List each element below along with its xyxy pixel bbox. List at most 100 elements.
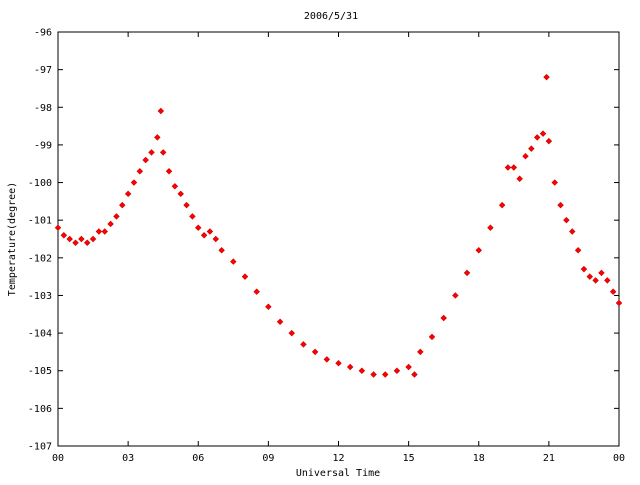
data-point bbox=[189, 213, 196, 220]
chart-title: 2006/5/31 bbox=[304, 11, 358, 22]
data-point bbox=[498, 201, 506, 209]
data-point bbox=[551, 179, 558, 186]
data-point bbox=[510, 164, 518, 171]
data-point bbox=[533, 134, 541, 141]
data-point bbox=[183, 201, 190, 209]
data-point bbox=[609, 288, 617, 295]
data-point bbox=[200, 232, 208, 239]
data-point bbox=[504, 164, 512, 171]
data-point bbox=[311, 348, 319, 356]
data-point bbox=[60, 232, 68, 239]
y-tick-label: -103 bbox=[28, 291, 52, 302]
y-tick-label: -98 bbox=[34, 103, 52, 114]
x-tick-label: 09 bbox=[262, 453, 274, 464]
x-tick-label: 12 bbox=[332, 453, 344, 464]
data-point bbox=[463, 269, 471, 277]
data-point bbox=[487, 224, 494, 231]
x-axis-label: Universal Time bbox=[296, 468, 380, 479]
data-point bbox=[604, 277, 611, 284]
data-point bbox=[66, 235, 73, 243]
data-point bbox=[522, 152, 529, 160]
data-point bbox=[154, 134, 161, 141]
data-point bbox=[516, 175, 523, 183]
data-point bbox=[159, 149, 167, 156]
data-point bbox=[165, 168, 173, 175]
x-tick-label: 03 bbox=[122, 453, 134, 464]
data-point bbox=[323, 356, 331, 363]
data-point bbox=[370, 371, 377, 378]
data-point bbox=[563, 216, 570, 224]
data-point bbox=[592, 277, 599, 284]
data-point bbox=[95, 228, 103, 235]
y-tick-label: -100 bbox=[28, 178, 52, 189]
data-point bbox=[580, 265, 588, 273]
data-point bbox=[539, 130, 547, 137]
data-point bbox=[411, 371, 418, 378]
data-point bbox=[54, 224, 62, 231]
data-point bbox=[119, 201, 126, 209]
y-tick-label: -106 bbox=[28, 404, 52, 415]
data-point bbox=[101, 228, 108, 235]
data-point bbox=[569, 228, 576, 235]
data-point bbox=[288, 329, 295, 337]
x-tick-label: 15 bbox=[403, 453, 415, 464]
data-point bbox=[452, 292, 459, 299]
data-point bbox=[586, 273, 594, 280]
data-point bbox=[171, 183, 179, 190]
data-point bbox=[440, 314, 447, 322]
data-point bbox=[230, 258, 237, 265]
y-tick-label: -105 bbox=[28, 366, 52, 377]
data-point bbox=[253, 288, 260, 295]
plot-frame bbox=[57, 31, 620, 447]
data-point bbox=[113, 213, 120, 220]
x-tick-label: 00 bbox=[52, 453, 64, 464]
data-point bbox=[598, 269, 605, 277]
data-point bbox=[72, 239, 79, 246]
y-tick-label: -101 bbox=[28, 216, 52, 227]
data-point bbox=[615, 299, 623, 307]
data-point bbox=[89, 235, 97, 243]
data-point bbox=[212, 235, 220, 243]
y-tick-label: -102 bbox=[28, 253, 52, 264]
data-point bbox=[528, 145, 535, 152]
data-point bbox=[142, 156, 149, 164]
data-point bbox=[148, 149, 155, 156]
data-point bbox=[405, 363, 412, 371]
x-tick-label: 21 bbox=[543, 453, 555, 464]
data-point bbox=[335, 359, 342, 367]
data-point bbox=[241, 273, 249, 280]
data-point bbox=[543, 73, 550, 81]
data-point bbox=[382, 371, 389, 378]
data-point bbox=[276, 318, 284, 326]
x-axis: 00 03 06 09 12 15 18 21 00 bbox=[52, 32, 625, 464]
x-tick-label: 06 bbox=[192, 453, 204, 464]
data-point bbox=[265, 303, 272, 310]
data-point bbox=[124, 190, 132, 198]
data-point bbox=[557, 201, 564, 209]
data-point bbox=[475, 247, 482, 254]
data-point bbox=[428, 333, 436, 341]
data-point bbox=[177, 190, 184, 198]
data-point bbox=[300, 341, 307, 348]
y-axis: -96 -97 -98 -99 -100 -101 -102 -103 -104 -105 -106… bbox=[28, 28, 619, 453]
data-point bbox=[107, 220, 114, 228]
x-tick-label: 18 bbox=[473, 453, 485, 464]
data-point bbox=[130, 179, 138, 186]
data-point bbox=[206, 228, 214, 235]
data-point bbox=[358, 367, 366, 374]
data-point bbox=[195, 224, 202, 231]
data-point bbox=[136, 168, 144, 175]
y-tick-label: -97 bbox=[34, 65, 52, 76]
data-point bbox=[83, 239, 91, 246]
data-point bbox=[574, 247, 582, 254]
y-axis-label: Temperature(degree) bbox=[7, 182, 18, 296]
data-point bbox=[78, 235, 85, 243]
data-point bbox=[393, 367, 401, 374]
data-point bbox=[218, 247, 225, 254]
x-tick-label: 00 bbox=[613, 453, 625, 464]
data-point bbox=[157, 107, 165, 115]
y-tick-label: -99 bbox=[34, 140, 52, 151]
y-tick-label: -107 bbox=[28, 442, 52, 453]
